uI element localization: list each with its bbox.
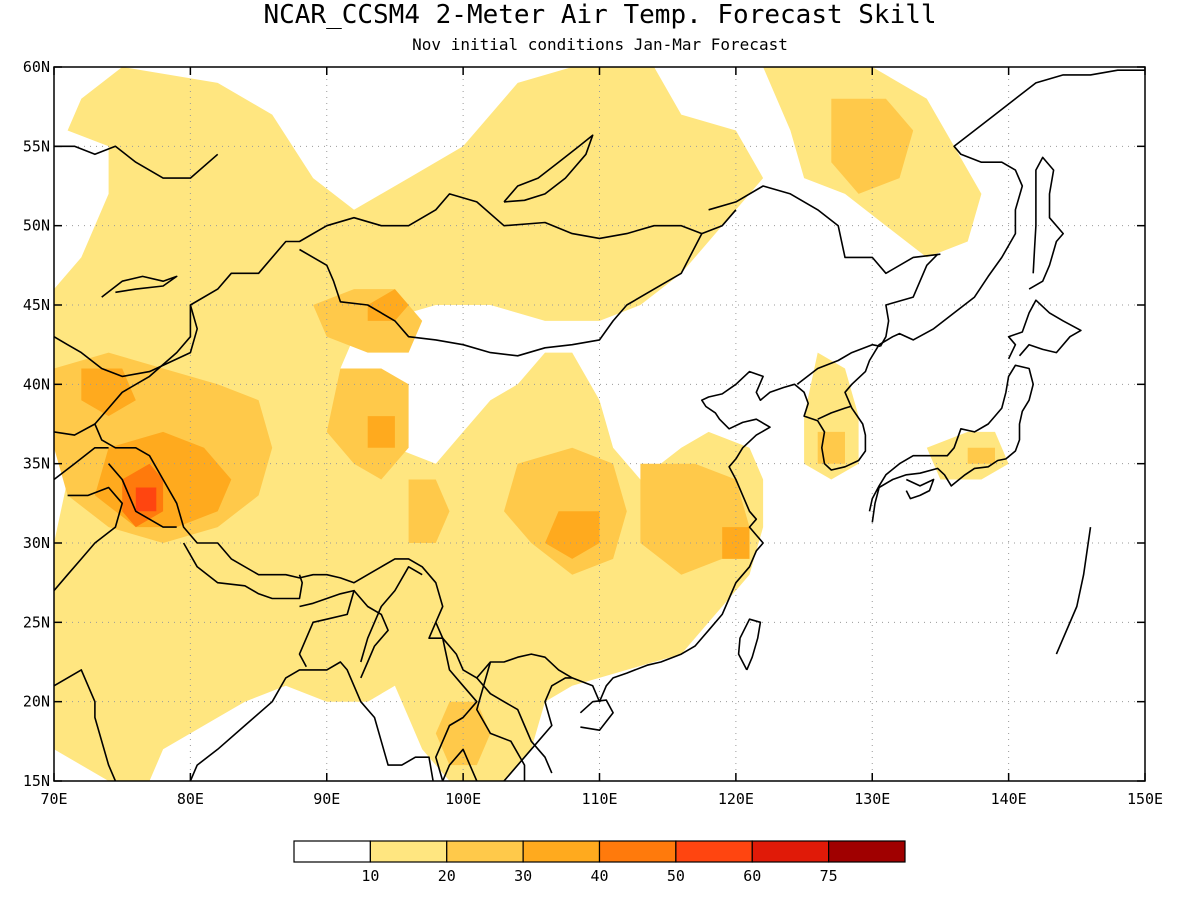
skill-region-level-2 bbox=[967, 447, 995, 464]
country-border bbox=[54, 486, 123, 592]
coastline bbox=[708, 185, 941, 275]
country-border bbox=[54, 423, 96, 436]
lon-tick-label: 110E bbox=[581, 790, 617, 808]
lat-tick-label: 30N bbox=[23, 534, 50, 552]
lon-tick-label: 80E bbox=[177, 790, 204, 808]
coastline bbox=[1055, 526, 1092, 655]
coastline bbox=[1028, 156, 1064, 290]
coastline bbox=[54, 145, 219, 179]
skill-region-level-3 bbox=[722, 527, 750, 559]
skill-region-level-3 bbox=[81, 368, 136, 417]
country-border bbox=[182, 542, 304, 600]
country-border bbox=[701, 209, 737, 235]
country-border bbox=[298, 589, 355, 668]
coastline bbox=[579, 699, 614, 732]
lat-tick-label: 15N bbox=[23, 772, 50, 790]
colorbar-swatch bbox=[446, 840, 524, 863]
skill-shading-layer bbox=[54, 67, 1009, 781]
figure-title: NCAR_CCSM4 2-Meter Air Temp. Forecast Sk… bbox=[263, 0, 936, 30]
country-border bbox=[796, 343, 881, 385]
lat-tick-label: 55N bbox=[23, 137, 50, 155]
skill-region-level-5 bbox=[135, 487, 157, 512]
colorbar: 10 20 30 40 50 60 75 bbox=[293, 840, 906, 885]
colorbar-label: 50 bbox=[667, 867, 685, 885]
skill-region-level-1 bbox=[54, 67, 764, 781]
axis-ticks: 70E 80E 90E 100E 110E 120E 130E 140E 150E 15N 20N 2… bbox=[23, 58, 1163, 808]
coastline-and-border-layer bbox=[54, 69, 1145, 781]
colorbar-label: 40 bbox=[590, 867, 608, 885]
country-border bbox=[879, 253, 939, 347]
colorbar-swatch bbox=[293, 840, 371, 863]
coastline bbox=[189, 661, 434, 781]
lon-tick-label: 70E bbox=[40, 790, 67, 808]
gridlines bbox=[54, 67, 1145, 781]
skill-region-level-3 bbox=[545, 511, 600, 559]
lat-tick-label: 35N bbox=[23, 455, 50, 473]
lat-tick-label: 20N bbox=[23, 693, 50, 711]
skill-region-level-3 bbox=[367, 289, 409, 321]
country-border bbox=[353, 590, 389, 679]
country-border bbox=[817, 405, 851, 420]
colorbar-swatch bbox=[598, 840, 677, 863]
lat-tick-label: 50N bbox=[23, 217, 50, 235]
lon-tick-label: 150E bbox=[1127, 790, 1163, 808]
coastline bbox=[1007, 299, 1082, 360]
lon-tick-label: 90E bbox=[313, 790, 340, 808]
coastline bbox=[441, 748, 478, 781]
colorbar-label: 10 bbox=[361, 867, 379, 885]
country-border bbox=[434, 621, 478, 781]
lat-tick-label: 25N bbox=[23, 613, 50, 631]
country-border bbox=[476, 677, 553, 774]
colorbar-label: 75 bbox=[820, 867, 838, 885]
lon-tick-label: 120E bbox=[718, 790, 754, 808]
colorbar-swatch bbox=[369, 840, 448, 863]
lat-tick-label: 45N bbox=[23, 296, 50, 314]
skill-region-level-2 bbox=[408, 479, 450, 543]
colorbar-label: 20 bbox=[438, 867, 456, 885]
coastline bbox=[868, 364, 1034, 523]
colorbar-swatch bbox=[828, 840, 906, 863]
coastline bbox=[905, 478, 935, 500]
lon-tick-label: 130E bbox=[854, 790, 890, 808]
lat-tick-label: 60N bbox=[23, 58, 50, 76]
coastline bbox=[503, 134, 594, 203]
coastline bbox=[737, 618, 762, 671]
colorbar-swatch bbox=[675, 840, 753, 863]
lon-tick-label: 100E bbox=[445, 790, 481, 808]
country-border bbox=[54, 193, 703, 378]
colorbar-swatch bbox=[751, 840, 830, 863]
colorbar-label: 30 bbox=[514, 867, 532, 885]
lat-tick-label: 40N bbox=[23, 375, 50, 393]
lon-tick-label: 140E bbox=[991, 790, 1027, 808]
country-border bbox=[94, 305, 573, 679]
skill-region-level-2 bbox=[831, 98, 914, 194]
country-border bbox=[107, 463, 177, 528]
country-border bbox=[360, 565, 423, 663]
country-border bbox=[475, 661, 526, 781]
figure-subtitle: Nov initial conditions Jan-Mar Forecast bbox=[412, 35, 788, 54]
coastline bbox=[503, 69, 1145, 781]
skill-region-level-2 bbox=[817, 431, 845, 464]
colorbar-label: 60 bbox=[743, 867, 761, 885]
coastline bbox=[101, 275, 178, 298]
skill-region-level-3 bbox=[367, 416, 395, 448]
coastline bbox=[54, 669, 117, 781]
colorbar-swatch bbox=[522, 840, 601, 863]
country-border bbox=[54, 446, 109, 481]
